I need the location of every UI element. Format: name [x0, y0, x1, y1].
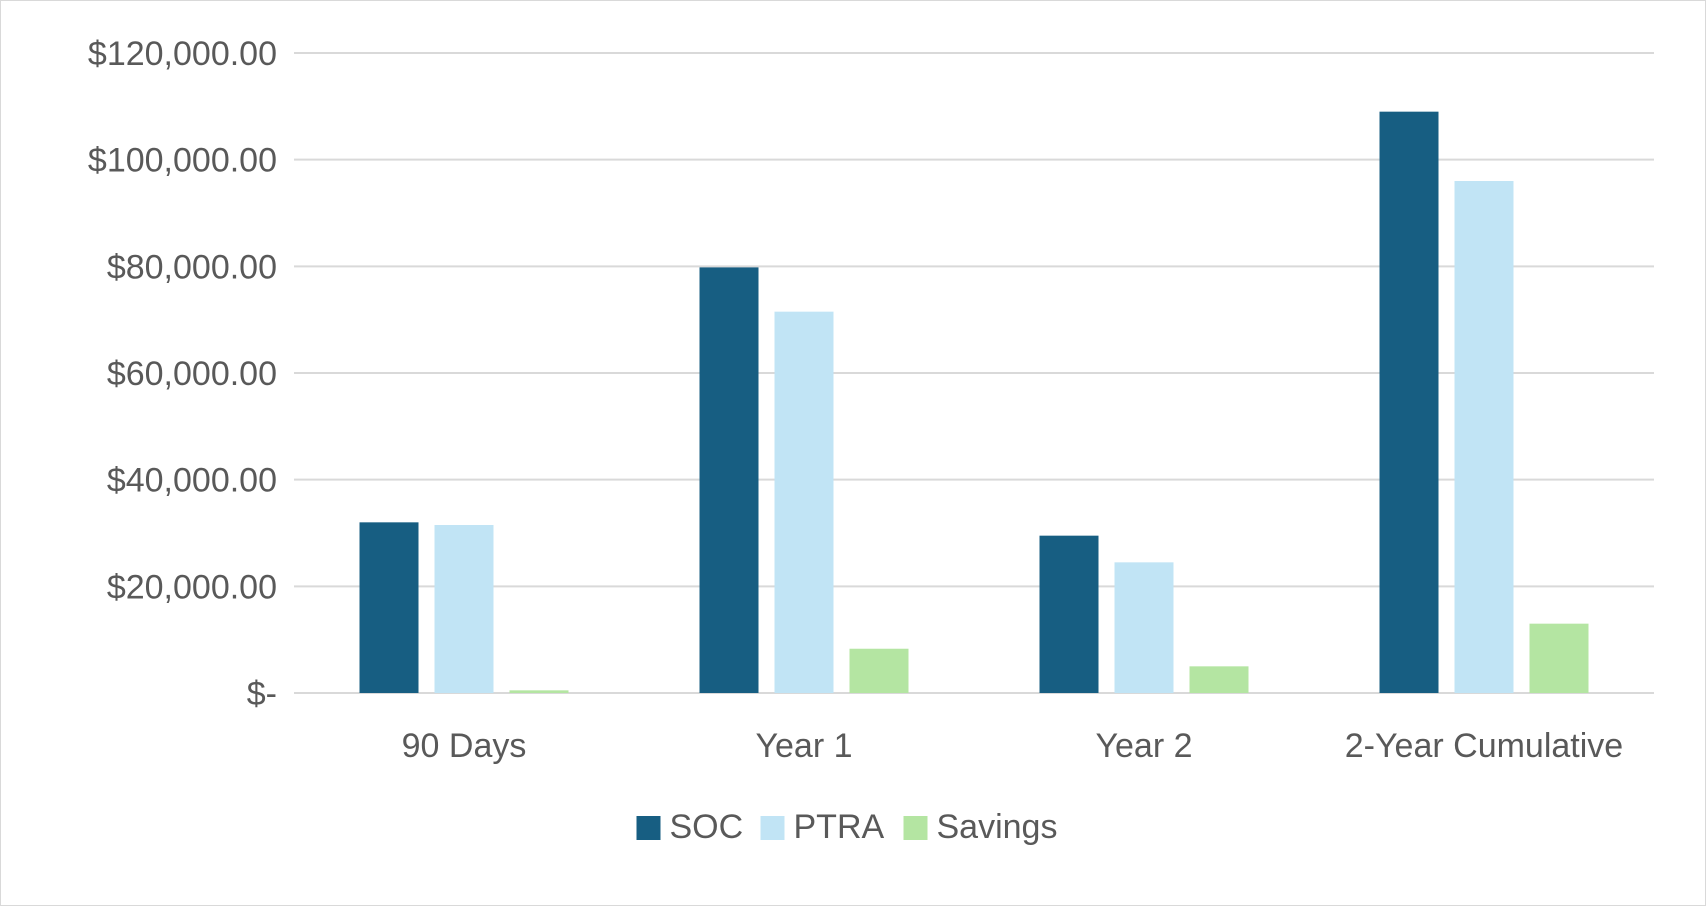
y-axis-tick-labels: $- $20,000.00 $40,000.00 $60,000.00 $80,000.…	[88, 35, 277, 713]
legend-swatch	[760, 816, 785, 840]
legend-item-soc: SOC	[636, 808, 744, 846]
bar-ptra-2-year-cumulative	[1454, 181, 1514, 693]
bar-soc-90-days	[359, 522, 419, 693]
y-tick-label: $40,000.00	[107, 462, 277, 500]
gridlines	[294, 52, 1654, 694]
x-axis-category-labels: 90 Days Year 1 Year 2 2-Year Cumulative	[402, 727, 1624, 765]
bar-soc-year-1	[699, 267, 759, 693]
legend-item-savings: Savings	[903, 808, 1058, 846]
bar-ptra-90-days	[434, 525, 494, 693]
legend-swatch	[903, 816, 928, 840]
bar-savings-year-1	[849, 648, 909, 693]
bar-ptra-year-1	[774, 311, 834, 693]
legend-swatch	[636, 816, 661, 840]
x-category-label: 90 Days	[402, 727, 527, 765]
y-tick-label: $20,000.00	[107, 568, 277, 606]
bar-savings-90-days	[509, 690, 569, 693]
bar-ptra-year-2	[1114, 562, 1174, 693]
bar-soc-year-2	[1039, 535, 1099, 693]
bars	[359, 111, 1589, 693]
legend-label: PTRA	[794, 808, 885, 846]
x-category-label: Year 1	[755, 727, 852, 765]
y-tick-label: $80,000.00	[107, 248, 277, 286]
bar-soc-2-year-cumulative	[1379, 111, 1439, 693]
legend-label: SOC	[670, 808, 744, 846]
y-tick-label: $120,000.00	[88, 35, 277, 73]
x-category-label: Year 2	[1095, 727, 1192, 765]
legend-item-ptra: PTRA	[760, 808, 885, 846]
x-category-label: 2-Year Cumulative	[1345, 727, 1623, 765]
y-tick-label: $-	[247, 675, 277, 713]
bar-savings-2-year-cumulative	[1529, 623, 1589, 693]
bar-savings-year-2	[1189, 666, 1249, 693]
legend: SOC PTRA Savings	[636, 808, 1058, 846]
y-tick-label: $100,000.00	[88, 142, 277, 180]
y-tick-label: $60,000.00	[107, 355, 277, 393]
legend-label: Savings	[937, 808, 1058, 846]
